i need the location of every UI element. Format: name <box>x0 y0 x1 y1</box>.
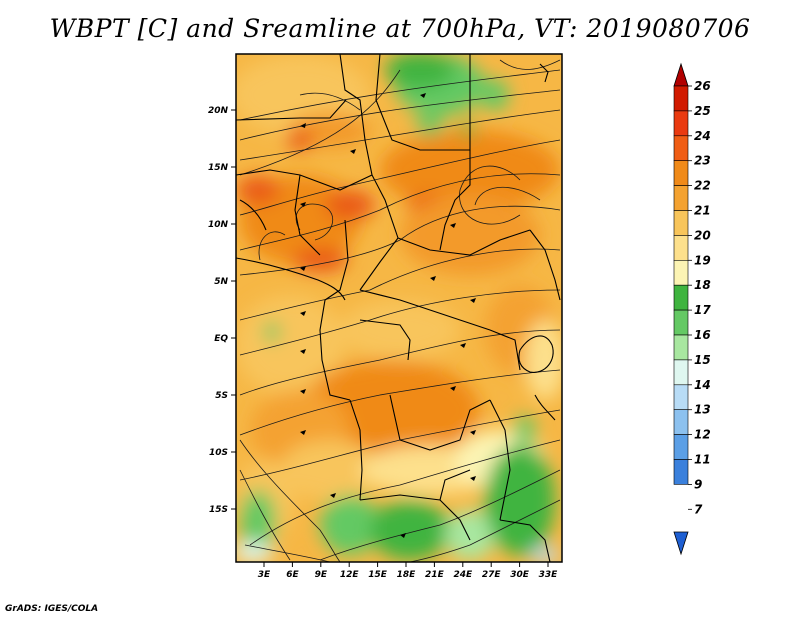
colorbar-swatch <box>673 359 689 386</box>
streamlines <box>239 59 561 562</box>
latitude-axis: 20N 15N 10N 5N EQ 5S 10S 15S <box>208 106 236 515</box>
wbpt-shading <box>236 54 562 562</box>
streamline-arrows <box>300 93 476 538</box>
colorbar-label: 13 <box>694 403 711 417</box>
country-borders <box>236 54 561 562</box>
map-frame <box>235 53 563 563</box>
colorbar-label: 25 <box>694 104 711 118</box>
colorbar-label: 16 <box>694 328 711 342</box>
colorbar-swatch <box>673 309 689 336</box>
colorbar-swatch <box>673 85 689 112</box>
lon-tick-label: 6E <box>286 570 299 580</box>
lat-tick-label: 20N <box>208 106 229 116</box>
colorbar: 26 25 24 23 22 21 20 19 18 17 16 15 14 13 12 11 9 7 <box>673 62 711 556</box>
colorbar-label: 12 <box>694 428 711 442</box>
colorbar-swatch <box>673 235 689 261</box>
colorbar-top-arrow <box>673 62 689 87</box>
colorbar-swatch <box>673 135 689 162</box>
colorbar-label: 11 <box>694 453 711 467</box>
colorbar-label: 24 <box>694 129 711 143</box>
colorbar-swatch <box>673 434 689 460</box>
colorbar-label: 15 <box>694 353 711 367</box>
colorbar-swatch <box>673 160 689 186</box>
colorbar-label: 9 <box>694 477 702 491</box>
lat-tick-label: 10S <box>209 448 228 458</box>
colorbar-label: 20 <box>694 228 711 242</box>
lon-tick-label: 24E <box>453 570 473 580</box>
colorbar-label: 26 <box>694 79 711 93</box>
lon-tick-label: 12E <box>340 570 360 580</box>
colorbar-swatch <box>673 409 689 435</box>
lat-tick-label: 5N <box>214 277 228 287</box>
colorbar-label: 7 <box>694 502 703 516</box>
lat-tick-label: 10N <box>208 220 229 230</box>
lon-tick-label: 18E <box>397 570 417 580</box>
colorbar-label: 18 <box>694 278 711 292</box>
colorbar-label: 17 <box>694 303 711 317</box>
longitude-axis: 3E 6E 9E 12E 15E 18E 21E 24E 27E 30E 33E <box>258 562 558 580</box>
colorbar-swatch <box>673 334 689 361</box>
colorbar-swatch <box>673 384 689 410</box>
lon-tick-label: 33E <box>539 570 559 580</box>
lat-tick-label: 5S <box>215 391 228 401</box>
lat-tick-label: 15S <box>209 505 228 515</box>
lon-tick-label: 9E <box>315 570 328 580</box>
lon-tick-label: 30E <box>510 570 530 580</box>
colorbar-swatch <box>673 284 689 311</box>
grads-credit: GrADS: IGES/COLA <box>5 604 99 614</box>
colorbar-label: 14 <box>694 378 711 392</box>
colorbar-swatch <box>673 210 689 236</box>
lon-tick-label: 27E <box>482 570 502 580</box>
colorbar-swatch <box>673 185 689 211</box>
lon-tick-label: 21E <box>425 570 445 580</box>
map-title: WBPT [C] and Sreamline at 700hPa, VT: 20… <box>49 14 751 43</box>
colorbar-swatch <box>673 459 689 485</box>
colorbar-swatch <box>673 259 689 286</box>
colorbar-label: 21 <box>694 204 711 218</box>
lat-tick-label: EQ <box>214 334 228 344</box>
lon-tick-label: 15E <box>368 570 388 580</box>
colorbar-swatch <box>673 110 689 137</box>
colorbar-label: 19 <box>694 253 711 267</box>
colorbar-label: 22 <box>694 179 711 193</box>
lon-tick-label: 3E <box>258 570 271 580</box>
colorbar-label: 23 <box>694 154 711 168</box>
colorbar-bottom-arrow <box>673 531 689 556</box>
lat-tick-label: 15N <box>208 163 229 173</box>
